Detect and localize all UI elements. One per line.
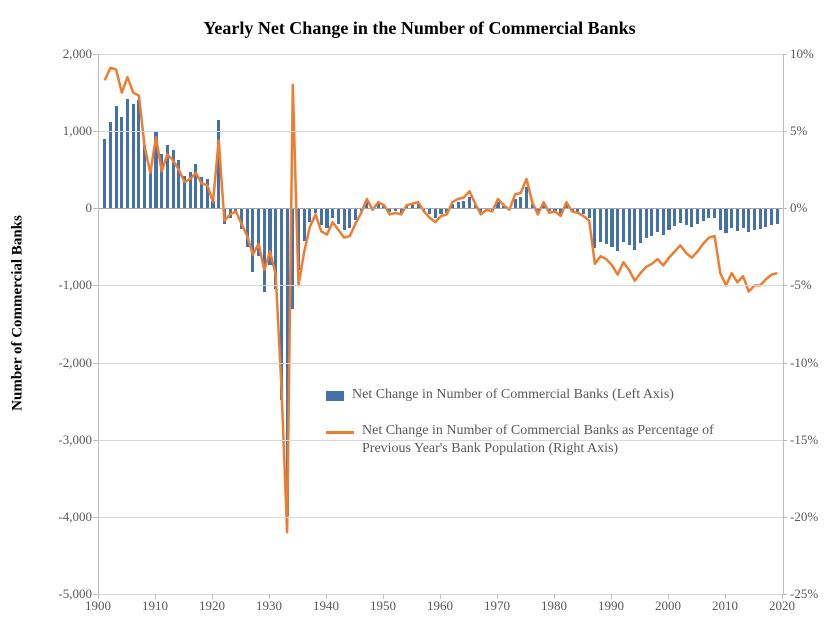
tick-mark: [497, 594, 498, 599]
gridline: [99, 131, 783, 132]
x-tick-label: 1910: [142, 598, 168, 614]
y-tick-label: 2,000: [32, 46, 92, 62]
y2-tick-label: 10%: [790, 46, 814, 62]
y-tick-label: 0: [32, 200, 92, 216]
x-tick-label: 1930: [256, 598, 282, 614]
tick-mark: [782, 440, 787, 441]
x-tick-label: 1900: [85, 598, 111, 614]
x-tick-label: 1950: [370, 598, 396, 614]
x-tick-label: 2010: [712, 598, 738, 614]
legend-swatch-line: [326, 431, 354, 434]
x-tick-label: 1920: [199, 598, 225, 614]
y2-tick-label: -5%: [790, 277, 812, 293]
tick-mark: [611, 594, 612, 599]
y-tick-label: -4,000: [32, 509, 92, 525]
tick-mark: [782, 285, 787, 286]
y-axis-label: Number of Commercial Banks: [10, 215, 27, 411]
tick-mark: [668, 594, 669, 599]
chart-title: Yearly Net Change in the Number of Comme…: [0, 18, 839, 39]
y2-tick-label: -20%: [790, 509, 818, 525]
y-tick-label: -5,000: [32, 586, 92, 602]
y-tick-label: -1,000: [32, 277, 92, 293]
tick-mark: [782, 208, 787, 209]
tick-mark: [782, 363, 787, 364]
y2-tick-label: 5%: [790, 123, 807, 139]
tick-mark: [98, 594, 99, 599]
plot-area: [98, 54, 784, 595]
tick-mark: [93, 440, 98, 441]
y2-tick-label: -10%: [790, 355, 818, 371]
tick-mark: [212, 594, 213, 599]
x-tick-label: 1980: [541, 598, 567, 614]
tick-mark: [725, 594, 726, 599]
legend-label-line: Net Change in Number of Commercial Banks…: [362, 422, 746, 458]
gridline: [99, 208, 783, 209]
tick-mark: [93, 363, 98, 364]
legend-item-line: Net Change in Number of Commercial Banks…: [326, 422, 746, 458]
tick-mark: [93, 208, 98, 209]
x-tick-label: 1990: [598, 598, 624, 614]
legend-label-bars: Net Change in Number of Commercial Banks…: [352, 386, 674, 404]
tick-mark: [782, 594, 783, 599]
y-tick-label: -2,000: [32, 355, 92, 371]
legend: Net Change in Number of Commercial Banks…: [326, 386, 746, 477]
x-tick-label: 1940: [313, 598, 339, 614]
y2-tick-label: 0%: [790, 200, 807, 216]
tick-mark: [93, 54, 98, 55]
gridline: [99, 594, 783, 595]
tick-mark: [440, 594, 441, 599]
gridline: [99, 54, 783, 55]
line-overlay: [99, 54, 783, 594]
y-tick-label: -3,000: [32, 432, 92, 448]
gridline: [99, 363, 783, 364]
tick-mark: [93, 131, 98, 132]
tick-mark: [326, 594, 327, 599]
tick-mark: [782, 54, 787, 55]
tick-mark: [782, 517, 787, 518]
tick-mark: [269, 594, 270, 599]
y-tick-label: 1,000: [32, 123, 92, 139]
x-tick-label: 2020: [769, 598, 795, 614]
x-tick-label: 1960: [427, 598, 453, 614]
tick-mark: [155, 594, 156, 599]
y2-tick-label: -15%: [790, 432, 818, 448]
x-tick-label: 1970: [484, 598, 510, 614]
tick-mark: [93, 285, 98, 286]
tick-mark: [554, 594, 555, 599]
tick-mark: [383, 594, 384, 599]
legend-swatch-bar: [326, 391, 344, 401]
chart-container: Yearly Net Change in the Number of Comme…: [0, 0, 839, 626]
x-tick-label: 2000: [655, 598, 681, 614]
tick-mark: [782, 131, 787, 132]
gridline: [99, 285, 783, 286]
tick-mark: [93, 517, 98, 518]
legend-item-bars: Net Change in Number of Commercial Banks…: [326, 386, 746, 404]
gridline: [99, 517, 783, 518]
